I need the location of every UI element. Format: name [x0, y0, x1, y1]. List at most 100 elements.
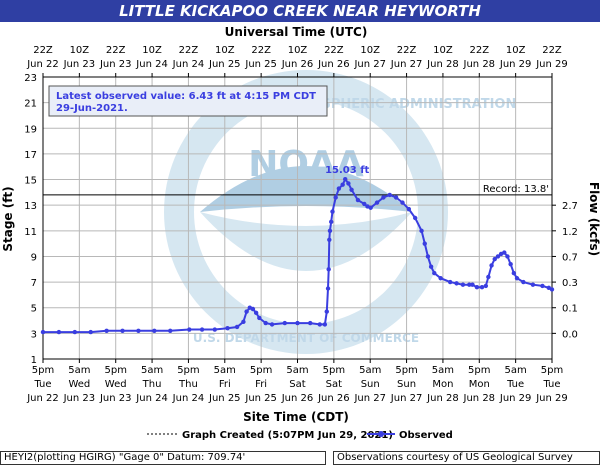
observed-point: [406, 206, 412, 212]
watermark-inner-disc: [194, 100, 418, 324]
x-tick-label: Sun: [397, 379, 416, 390]
observed-point: [505, 254, 510, 259]
top-tick-label: 10Z: [506, 45, 526, 56]
x-tick-label: 5am: [68, 365, 90, 376]
footer-datum: HEYI2(plotting HGIRG) "Gage 0" Datum: 70…: [0, 451, 326, 465]
observed-point: [244, 309, 249, 314]
observed-point: [120, 328, 125, 333]
observed-point: [333, 195, 338, 200]
x-tick-label: Jun 25: [208, 393, 241, 404]
observed-point: [324, 309, 329, 314]
x-tick-label: Thu: [178, 379, 198, 390]
grid: [42, 76, 553, 360]
x-tick-label: Jun 23: [99, 393, 132, 404]
observed-point: [253, 310, 259, 316]
x-tick-label: Sun: [361, 379, 380, 390]
top-tick-label: 22Z: [33, 45, 53, 56]
observed-point: [530, 282, 536, 287]
observed-point: [187, 327, 192, 332]
legend-observed-marker: [378, 431, 384, 437]
x-tick-label: 5am: [141, 365, 163, 376]
x-tick-label: Mon: [469, 379, 490, 390]
observed-point: [104, 328, 109, 333]
top-tick-label: Jun 29: [499, 59, 532, 70]
left-axis-title: Stage (ft): [1, 186, 15, 251]
y-tick-label: 3: [31, 329, 37, 340]
observed-point: [448, 279, 453, 285]
observed-point: [257, 315, 262, 321]
observed-point: [326, 267, 331, 272]
x-tick-label: Fri: [219, 379, 231, 390]
x-tick-label: Jun 26: [281, 393, 314, 404]
x-tick-label: 5am: [214, 365, 236, 376]
flow-tick-label: 2.7: [562, 201, 578, 212]
top-tick-label: Jun 24: [172, 59, 205, 70]
observed-point: [393, 195, 399, 200]
observed-point: [317, 322, 322, 327]
y-tick-label: 5: [31, 304, 37, 315]
latest-value-line2: 29-Jun-2021.: [56, 103, 128, 114]
x-tick-label: Jun 22: [26, 393, 59, 404]
hydrograph-chart: NOAA NATIONAL OCEANIC AND ATMOSPHERIC AD…: [1, 25, 600, 441]
x-tick-label: 5pm: [541, 365, 563, 376]
x-tick-label: 5pm: [323, 365, 345, 376]
y-tick-label: 17: [24, 150, 37, 161]
top-tick-label: Jun 22: [26, 59, 59, 70]
x-tick-label: 5pm: [32, 365, 54, 376]
legend-graph-created-label: Graph Created (5:07PM Jun 29, 2021): [182, 430, 393, 441]
flow-tick-label: 0.1: [562, 304, 578, 315]
observed-point: [492, 256, 497, 262]
x-tick-label: 5pm: [177, 365, 199, 376]
observed-point: [425, 254, 431, 259]
observed-point: [489, 263, 494, 268]
x-tick-label: Jun 27: [390, 393, 423, 404]
top-tick-label: Jun 28: [426, 59, 459, 70]
x-tick-label: Fri: [255, 379, 267, 390]
observed-point: [250, 306, 256, 312]
x-tick-label: Wed: [68, 379, 90, 390]
flow-tick-label: 0.3: [562, 278, 578, 289]
top-tick-label: 10Z: [70, 45, 90, 56]
observed-point: [419, 228, 424, 234]
latest-value-box: Latest observed value: 6.43 ft at 4:15 P…: [48, 85, 328, 117]
x-tick-label: 5am: [505, 365, 527, 376]
observed-point: [168, 328, 173, 333]
x-tick-label: Tue: [542, 379, 560, 390]
observed-point: [413, 215, 418, 221]
observed-series-points: [40, 176, 555, 335]
top-tick-label: 22Z: [251, 45, 271, 56]
observed-point: [428, 264, 434, 269]
observed-point: [514, 276, 520, 281]
observed-point: [88, 329, 93, 335]
footer-credit: Observations courtesy of US Geological S…: [333, 451, 600, 465]
x-tick-label: Thu: [142, 379, 162, 390]
x-tick-label: Jun 24: [172, 393, 205, 404]
x-tick-label: 5am: [432, 365, 454, 376]
observed-point: [212, 327, 217, 332]
top-tick-label: 10Z: [215, 45, 235, 56]
observed-point: [495, 254, 501, 259]
top-tick-label: Jun 23: [63, 59, 96, 70]
flow-tick-label: 1.2: [562, 227, 578, 238]
y-tick-label: 13: [24, 201, 37, 212]
observed-point: [438, 276, 443, 281]
x-tick-label: 5pm: [468, 365, 490, 376]
peak-label: 15.03 ft: [325, 165, 369, 176]
top-tick-label: 10Z: [360, 45, 380, 56]
observed-point: [199, 327, 205, 332]
legend: Graph Created (5:07PM Jun 29, 2021) Obse…: [147, 430, 453, 441]
x-tick-label: Jun 28: [463, 393, 496, 404]
observed-point: [549, 287, 555, 292]
observed-point: [483, 283, 489, 289]
x-tick-label: Sat: [326, 379, 342, 390]
observed-point: [470, 282, 475, 287]
x-tick-label: Jun 29: [535, 393, 568, 404]
x-tick-label: 5pm: [104, 365, 126, 376]
observed-point: [511, 270, 517, 276]
observed-point: [474, 285, 480, 290]
x-tick-label: Tue: [33, 379, 51, 390]
observed-point: [454, 281, 459, 286]
flow-tick-label: 0.7: [562, 252, 578, 263]
observed-point: [327, 228, 333, 234]
watermark-bottom-text: U.S. DEPARTMENT OF COMMERCE: [193, 331, 419, 345]
